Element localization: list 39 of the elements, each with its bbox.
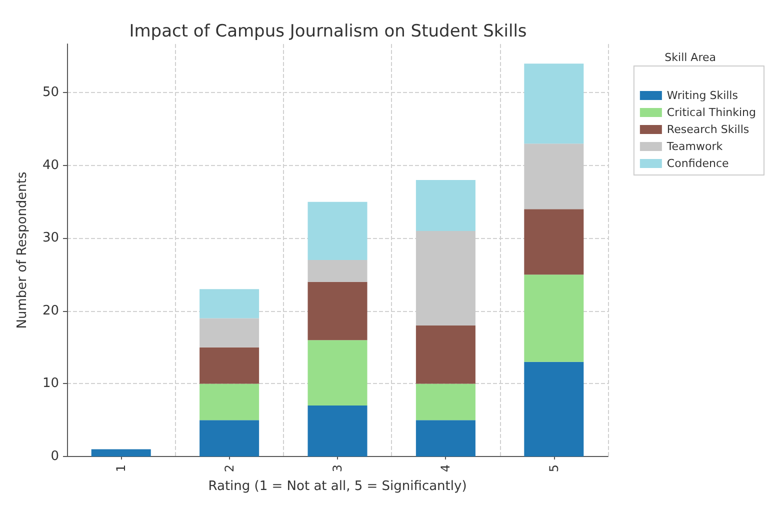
x-tick-label: 5 — [546, 464, 561, 472]
x-tick-label: 3 — [330, 464, 344, 472]
bar — [416, 384, 476, 420]
chart-title: Impact of Campus Journalism on Student Skills — [129, 22, 527, 42]
legend-title: Skill Area — [664, 51, 716, 64]
bar — [308, 202, 368, 260]
y-tick-label: 50 — [42, 85, 59, 100]
bar — [308, 260, 368, 282]
bar — [200, 289, 260, 318]
bar — [308, 340, 368, 406]
y-tick-label: 10 — [42, 376, 59, 392]
bar — [416, 180, 476, 231]
bar — [308, 406, 368, 456]
legend-label: Teamwork — [666, 140, 724, 153]
bar — [416, 326, 476, 384]
legend-label: Research Skills — [666, 123, 750, 136]
bar — [524, 274, 584, 362]
y-tick-label: 30 — [42, 230, 59, 246]
bar — [91, 449, 151, 456]
bar — [200, 420, 260, 456]
x-tick-label: 2 — [222, 464, 236, 472]
x-tick-label: 1 — [114, 464, 128, 472]
y-tick-label: 40 — [42, 158, 59, 173]
bar — [524, 362, 584, 456]
bar — [524, 64, 584, 144]
bar — [200, 347, 260, 384]
y-tick-label: 0 — [50, 448, 59, 464]
y-axis-title: Number of Respondents — [15, 171, 30, 329]
x-axis-title: Rating (1 = Not at all, 5 = Significantly) — [208, 479, 467, 494]
bar — [416, 420, 476, 456]
legend-label: Critical Thinking — [666, 106, 756, 119]
bar — [200, 318, 260, 348]
bar — [200, 384, 260, 420]
bar — [308, 282, 368, 340]
legend-label: Confidence — [666, 157, 730, 170]
x-tick-label: 4 — [438, 464, 453, 472]
bar — [524, 209, 584, 275]
y-tick-label: 20 — [42, 303, 59, 318]
legend-label: Writing Skills — [666, 89, 738, 102]
